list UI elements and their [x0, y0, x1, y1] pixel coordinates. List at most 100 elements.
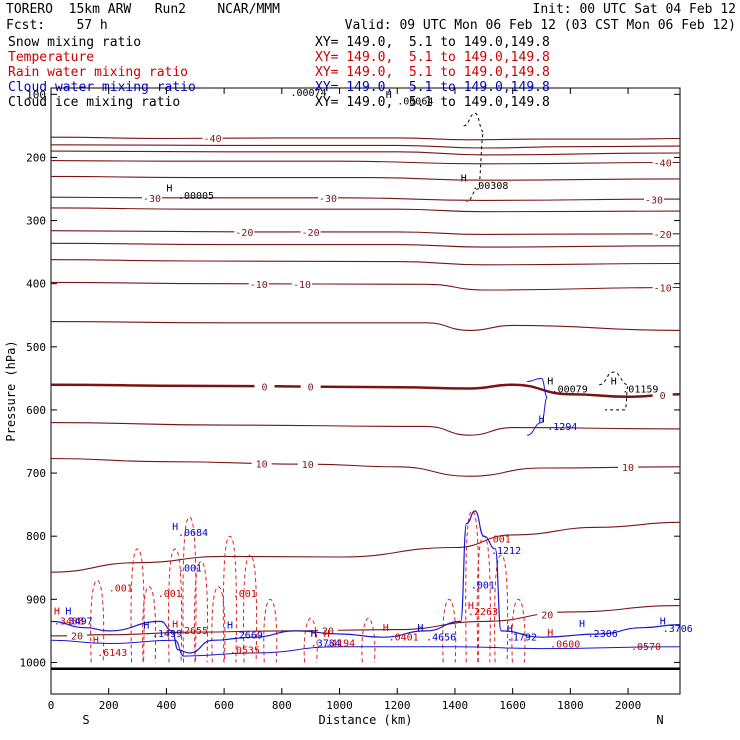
isotherm-label-16-2: 20: [541, 610, 553, 621]
isotherm-line-0: [50, 136, 681, 141]
contour-label-37: H: [311, 629, 317, 640]
contour-label-26: .3488: [54, 617, 84, 628]
contour-label-49: H: [579, 619, 585, 630]
rain-water-contour-10: [303, 617, 318, 663]
cloud-water-contour-upper: [527, 377, 548, 436]
y-tick-label-400: 400: [26, 278, 46, 291]
contour-label-16: .001: [109, 584, 133, 595]
contour-label-13: H: [172, 522, 178, 533]
isotherm-label-bg-12-2: [652, 388, 673, 401]
contour-label-7: H: [547, 377, 553, 388]
isotherm-line-10: [50, 281, 681, 291]
contour-label-9: H: [611, 377, 617, 388]
x-axis-title: Distance (km): [319, 713, 413, 727]
contour-label-34: H: [227, 620, 233, 631]
x-tick-label-1400: 1400: [442, 699, 469, 712]
isotherm-line-3: [50, 160, 681, 165]
isotherm-label-bg-12-0: [254, 380, 275, 393]
contour-label-28: H: [93, 636, 99, 647]
x-tick-label-2000: 2000: [615, 699, 642, 712]
contour-label-0: H: [166, 184, 172, 195]
x-tick-label-400: 400: [156, 699, 176, 712]
rain-water-contour-9: [263, 598, 278, 663]
contour-label-41: H: [383, 623, 389, 634]
isotherm-label-12-0: 0: [261, 382, 267, 393]
isotherm-label-7-1: -20: [302, 228, 320, 239]
x-tick-label-1800: 1800: [557, 699, 584, 712]
isotherm-line-9: [50, 259, 681, 266]
isotherm-label-bg-14-2: [618, 461, 639, 474]
cloud-ice-contour-1: [599, 371, 629, 411]
contour-label-53: .3706: [663, 624, 693, 635]
contour-label-43: H: [417, 623, 423, 634]
isotherm-line-1: [50, 144, 681, 149]
contour-label-24: H: [54, 606, 60, 617]
contour-label-50: .2306: [588, 629, 618, 640]
field-xy-temperature: XY= 149.0, 5.1 to 149.0,149.8: [315, 50, 550, 65]
rain-water-contour-12: [442, 598, 457, 663]
isotherm-label-16-1: 20: [322, 626, 334, 637]
rain-water-contour-0: [90, 579, 105, 663]
contour-label-14: .0684: [178, 528, 208, 539]
isotherm-label-7-2: -20: [654, 230, 672, 241]
y-tick-label-300: 300: [26, 215, 46, 228]
contour-label-27: .3497: [63, 617, 93, 628]
x-tick-label-0: 0: [48, 699, 55, 712]
contour-label-2: .00074: [290, 88, 326, 99]
init-time: Init: 00 UTC Sat 04 Feb 12: [532, 2, 737, 17]
temperature-contours: -40 -40 -30 -30 -30 -20 -20 -20 -10 -10 -10 0 0 0 10 10…: [50, 132, 681, 642]
isotherm-label-14-0: 10: [256, 459, 268, 470]
valid-time: Valid: 09 UTC Mon 06 Feb 12 (03 CST Mon …: [344, 18, 736, 33]
contour-label-4: .00064: [397, 96, 433, 107]
contour-label-38: H: [324, 629, 330, 640]
rain-water-contour-5: [194, 560, 209, 663]
contour-label-10: .01159: [622, 384, 658, 395]
isotherm-label-7-0: -20: [235, 228, 253, 239]
contour-label-30: H: [143, 620, 149, 631]
field-xy-snow: XY= 149.0, 5.1 to 149.0,149.8: [315, 35, 550, 50]
plot-border: [50, 87, 681, 695]
contour-label-6: .00308: [472, 181, 508, 192]
contour-label-33: .2655: [178, 626, 208, 637]
contour-label-18: .001: [233, 589, 257, 600]
contour-label-25: H: [65, 606, 71, 617]
contour-label-52: H: [660, 617, 666, 628]
y-tick-label-900: 900: [26, 593, 46, 606]
contour-label-48: .0600: [550, 639, 580, 650]
rain-water-contour-14: [476, 535, 491, 663]
field-xy-cloud-ice: XY= 149.0, 5.1 to 149.0,149.8: [315, 95, 550, 110]
x-tick-label-1600: 1600: [499, 699, 526, 712]
isotherm-label-bg-7-0: [234, 225, 255, 238]
contour-label-46: .1792: [507, 632, 537, 643]
isotherm-line-16: [50, 605, 681, 637]
contour-label-22: H: [468, 601, 474, 612]
contour-label-15: .001: [178, 564, 202, 575]
y-tick-label-500: 500: [26, 341, 46, 354]
contour-label-17: .001: [158, 589, 182, 600]
contour-label-32: H: [172, 620, 178, 631]
isotherm-line-6: [50, 207, 681, 213]
contour-label-44: .4656: [426, 632, 456, 643]
y-tick-label-600: 600: [26, 404, 46, 417]
isotherm-label-5-1: -30: [319, 194, 337, 205]
isotherm-label-0-0: -40: [204, 134, 222, 145]
y-tick-label-1000: 1000: [20, 656, 47, 669]
isotherm-line-13: [50, 422, 681, 436]
isotherm-label-12-1: 0: [308, 383, 314, 394]
y-tick-label-200: 200: [26, 151, 46, 164]
isotherm-label-bg-7-1: [300, 225, 321, 238]
isotherm-line-5: [50, 196, 681, 201]
contour-label-5: H: [461, 173, 467, 184]
rain-water-contour-16: [511, 598, 526, 663]
isotherm-label-14-1: 10: [302, 460, 314, 471]
field-name-rain: Rain water mixing ratio: [8, 65, 189, 80]
rain-water-contour-6: [211, 586, 226, 663]
contour-label-8: .00079: [552, 384, 588, 395]
isotherm-label-bg-10-1: [292, 277, 313, 290]
cloud-ice-contour-0: [463, 112, 485, 203]
isotherm-label-bg-0-0: [202, 132, 223, 145]
cloud-water-contour-0: [50, 510, 681, 654]
y-tick-label-800: 800: [26, 530, 46, 543]
